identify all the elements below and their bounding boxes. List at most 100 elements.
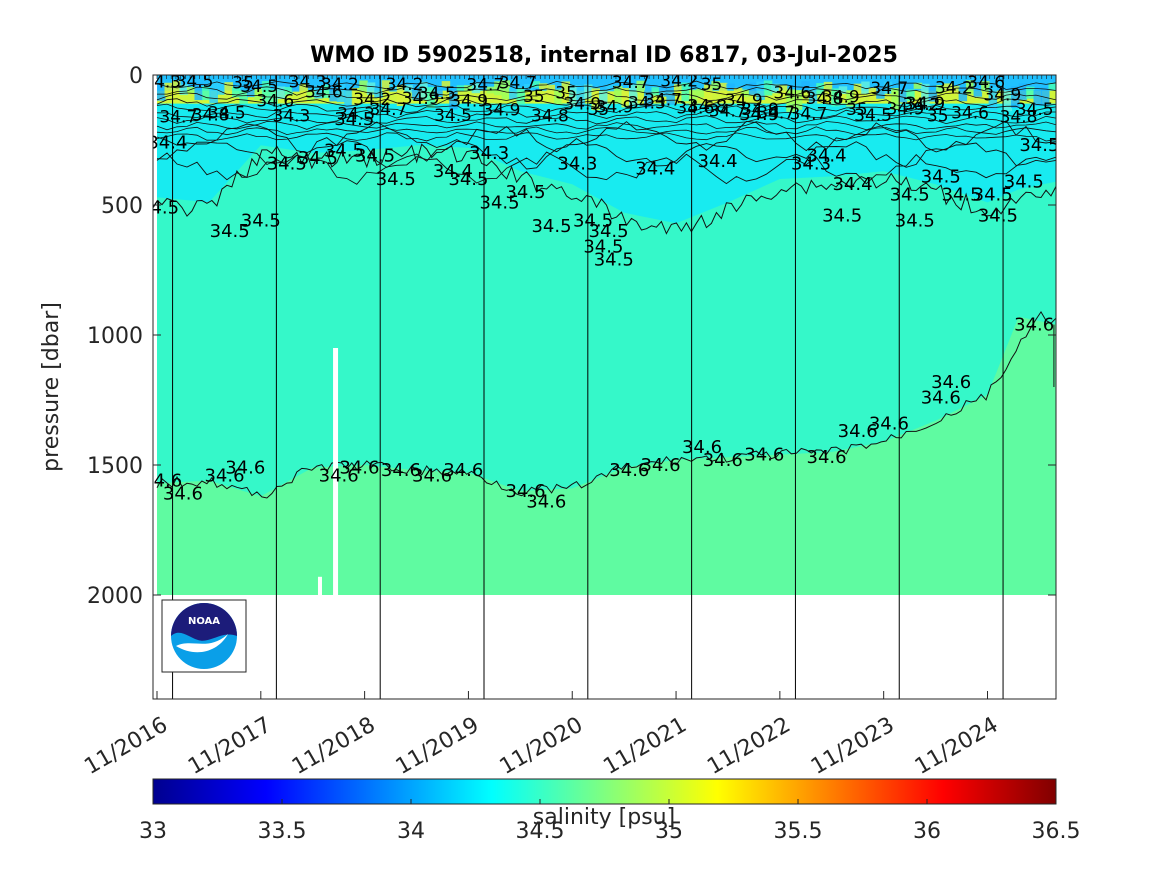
surface-cell [396,84,406,107]
surface-cell [269,89,278,104]
surface-cell [209,80,218,104]
contour-label: 34.3 [791,153,831,174]
contour-label: 34.5 [589,221,629,242]
colorbar-ticks: 33 33.5 34 34.5 35 35.5 36 36.5 [139,799,1080,844]
surface-cell [906,89,915,101]
surface-cell [951,86,960,96]
surface-cell [531,81,541,88]
x-tick-label: 11/2019 [392,713,484,780]
surface-cell [688,89,698,106]
surface-cell [254,88,263,100]
surface-cell [913,82,923,89]
contour-label-surface: 34.9 [822,87,860,107]
contour-label: 34.5 [324,140,364,161]
contour-label: 34.5 [921,166,961,187]
contour-label-surface: 34.5 [434,106,472,126]
contour-label-surface: 34.6 [676,98,714,118]
contour-label-surface: 34.7 [709,102,747,122]
surface-cell [569,85,578,108]
surface-cell [988,87,998,110]
surface-contour-line [156,126,1056,136]
colorbar-label: salinity [psu] [533,805,675,830]
surface-layer-detail [156,80,1056,185]
surface-contour-line [156,80,1056,90]
contour-label-surface: 34.9 [886,100,924,120]
surface-cell [666,90,675,105]
contour-label-surface: 34.3 [143,73,181,93]
contour-label: 34.4 [433,161,473,182]
contour-label-surface: 35 [555,84,577,104]
surface-cell [441,81,451,87]
surface-cell [524,83,533,91]
layer-34-4-to-34-5 [157,75,1056,224]
data-gaps [317,348,339,595]
contour-label: 34.6 [225,458,265,479]
intermediate-contour-line [156,137,1056,170]
surface-cell [643,90,653,108]
surface-cell [921,83,930,107]
x-tick-label: 11/2024 [911,713,1003,780]
contour-label-surface: 34.3 [628,93,666,113]
contour-label: 34.5 [241,211,281,232]
contour-label: 34.6 [526,491,566,512]
surface-cell [628,84,638,107]
surface-cell [381,80,391,93]
contour-label: 34.4 [832,174,872,195]
surface-cell [853,83,863,100]
surface-cell [186,87,196,94]
surface-cell [194,82,203,101]
contour-label-surface: 34.5 [240,77,278,97]
y-axis-label: pressure [dbar] [39,302,64,472]
surface-cell [636,80,645,93]
surface-cell [321,84,331,99]
surface-cell [673,84,683,93]
surface-cell [876,86,885,99]
x-tick-label: 11/2021 [599,713,691,780]
surface-cell [576,84,586,108]
surface-cell [1033,90,1043,107]
surface-cell [411,89,421,100]
surface-cell [419,81,428,100]
contour-label-surface: 34.7 [612,73,650,93]
surface-cell [157,85,166,101]
contour-label: 34.5 [267,153,307,174]
surface-cell [1018,83,1028,100]
surface-contour-line [156,109,1056,119]
contour-label: 34.6 [339,458,379,479]
noaa-logo: NOAA [161,599,247,673]
x-tick-label: 11/2023 [807,713,899,780]
colorbar-tick-label: 36 [913,819,941,844]
contour-label: 34.5 [583,237,623,258]
surface-cell [591,88,601,111]
contour-label-surface: 34.7 [644,90,682,110]
x-axis: 11/2016 11/2017 11/2018 11/2019 11/2020 11/20… [80,691,1002,780]
surface-cell [981,81,990,92]
surface-cell [426,87,436,109]
surface-cell [456,85,466,92]
contour-label: 34.6 [682,437,722,458]
contour-label-surface: 34.5 [418,84,456,104]
contour-label: 34.6 [1014,315,1054,336]
surface-cell [351,87,361,105]
contour-label-surface: 35 [523,87,545,107]
surface-cell [846,90,855,107]
surface-contour-line [156,92,1056,102]
surface-cell [763,80,773,96]
profile-lines [156,75,1052,699]
contour-label: 34.5 [480,192,520,213]
surface-cell [1048,82,1056,91]
x-tick-label: 11/2016 [80,713,172,780]
contour-label-surface: 34.7 [159,107,197,127]
contour-label-surface: 34.7 [757,104,795,124]
contour-label-surface: 34.3 [273,107,311,127]
contour-label: 34.6 [142,471,182,492]
colorbar-tick-label: 34.5 [516,819,565,844]
surface-cell [314,85,323,99]
contour-label-surface: 34.9 [725,91,763,111]
colorbar-tick-label: 35 [655,819,683,844]
surface-cell [801,81,810,91]
contour-label: 34.3 [557,153,597,174]
contour-label: 34.6 [443,460,483,481]
surface-cell [966,80,975,95]
surface-cell [546,84,556,97]
